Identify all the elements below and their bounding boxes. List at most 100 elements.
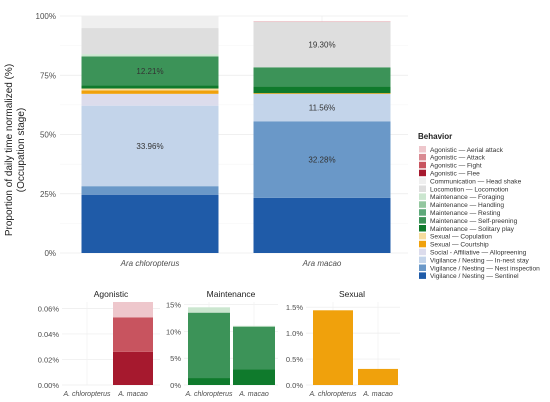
bar-segment-maintenance-foraging: [81, 54, 219, 57]
y-tick-label: 10%: [166, 327, 181, 336]
legend-label: Sexual — Courtship: [430, 242, 489, 249]
legend-label: Locomotion — Locomotion: [430, 186, 509, 193]
data-label: 12.21%: [136, 67, 163, 76]
y-tick-label: 1.5%: [286, 303, 303, 312]
x-tick-label: A. macao: [238, 391, 269, 398]
y-tick-label: 0.0%: [286, 381, 303, 390]
legend-label: Agonistic — Fight: [430, 163, 482, 170]
legend-swatch-vigilance-nesting-in-nest-stay: [419, 256, 426, 264]
legend-swatch-social-affiliative-allopreening: [419, 248, 426, 256]
bar-segment-social-affiliative-allopreening: [81, 93, 219, 106]
x-tick-label: A. chloropterus: [308, 391, 357, 398]
legend-label: Social - Affiliative — Allopreening: [430, 250, 527, 257]
data-label: 11.56%: [309, 104, 336, 113]
legend-swatch-maintenance-resting: [419, 209, 426, 216]
legend-swatch-maintenance-solitary-play: [419, 225, 426, 232]
subchart-title: Sexual: [339, 289, 365, 299]
bar-segment-vigilance-nesting-in-nest-stay: [81, 105, 219, 187]
y-tick-label: 0%: [44, 249, 56, 258]
y-axis-label-line-2: (Occupation stage): [16, 108, 27, 193]
legend-label: Maintenance — Foraging: [430, 194, 504, 201]
bar-segment-sexual-courtship: [313, 310, 353, 385]
bar-segment-sexual-courtship: [253, 93, 391, 94]
y-tick-label: 50%: [40, 131, 56, 140]
bar-segment-maintenance-solitary-play: [188, 378, 230, 385]
x-tick-label: A. chloropterus: [184, 391, 233, 398]
y-tick-label: 0.06%: [38, 304, 60, 313]
bar-segment-maintenance-self-preening: [253, 67, 391, 87]
y-tick-label: 75%: [40, 71, 56, 80]
maintenance-subchart: Maintenance 0% 5% 10% 15% A. chloropterus A. m…: [166, 289, 278, 398]
legend-label: Agonistic — Flee: [430, 171, 480, 178]
bar-segment-maintenance-foraging: [188, 307, 230, 313]
y-tick-label: 100%: [36, 12, 56, 21]
y-tick-label: 1.0%: [286, 329, 303, 338]
data-label: 19.30%: [308, 40, 335, 49]
legend-swatch-communication-head-shake: [419, 177, 426, 185]
y-axis-label-line-1: Proportion of daily time normalized (%): [4, 64, 15, 236]
x-tick-label: A. macao: [362, 391, 393, 398]
legend-label: Vigilance / Nesting — Sentinel: [430, 273, 519, 280]
x-tick-label: Ara macao: [302, 259, 342, 268]
bar-segment-maintenance-solitary-play: [233, 369, 275, 385]
sexual-subchart: Sexual 0.0% 0.5% 1.0% 1.5% A. chloropterus A. …: [286, 289, 400, 398]
subchart-title: Agonistic: [94, 289, 129, 299]
y-tick-label: 0.02%: [38, 355, 60, 364]
agonistic-subchart: Agonistic 0.00% 0.02% 0.04% 0.06% A. chloropt…: [38, 289, 160, 398]
bar-segment-maintenance-solitary-play: [81, 85, 219, 89]
bar-segment-vigilance-nesting-sentinel: [253, 197, 391, 253]
y-tick-label: 0.04%: [38, 330, 60, 339]
bar-segment-vigilance-nesting-in-nest-stay: [253, 93, 391, 122]
legend-label: Maintenance — Handling: [430, 202, 504, 209]
legend-label: Vigilance / Nesting — In-nest stay: [430, 257, 530, 264]
bar-segment-maintenance-foraging: [233, 325, 275, 327]
y-tick-label: 25%: [40, 190, 56, 199]
subchart-title: Maintenance: [207, 289, 256, 299]
y-tick-label: 0%: [170, 381, 181, 390]
x-tick-label: A. macao: [117, 391, 148, 398]
bar-segment-sexual-courtship: [81, 90, 219, 94]
bar-segment-agonistic-aerial-attack: [253, 21, 391, 22]
legend-label: Maintenance — Self-preening: [430, 218, 518, 225]
behavior-legend: Behavior Agonistic — Aerial attackAgonis…: [418, 132, 540, 280]
legend-swatch-agonistic-aerial-attack: [419, 146, 426, 153]
bar-segment-agonistic-flee: [113, 351, 153, 385]
legend-swatch-locomotion-locomotion: [419, 185, 426, 192]
x-tick-label: A. chloropterus: [62, 391, 111, 398]
legend-label: Maintenance — Resting: [430, 210, 501, 217]
legend-swatch-maintenance-self-preening: [419, 217, 426, 224]
bar-segment-communication-head-shake: [81, 16, 219, 29]
legend-label: Agonistic — Aerial attack: [430, 147, 504, 154]
bar-segment-vigilance-nesting-nest-inspection: [81, 186, 219, 195]
legend-swatch-agonistic-flee: [419, 169, 426, 177]
legend-label: Vigilance / Nesting — Nest inspection: [430, 265, 540, 272]
legend-label: Sexual — Copulation: [430, 234, 492, 241]
bar-segment-locomotion-locomotion: [81, 28, 219, 55]
legend-label: Communication — Head shake: [430, 178, 522, 185]
bar-segment-maintenance-solitary-play: [253, 86, 391, 94]
x-tick-label: Ara chloropterus: [120, 259, 180, 268]
bar-segment-locomotion-locomotion: [253, 21, 391, 68]
bar-segment-maintenance-self-preening: [81, 56, 219, 86]
legend-swatch-vigilance-nesting-nest-inspection: [419, 264, 426, 271]
y-tick-label: 15%: [166, 301, 181, 310]
y-tick-label: 0.5%: [286, 355, 303, 364]
data-label: 33.96%: [136, 142, 163, 151]
legend-swatch-maintenance-foraging: [419, 193, 426, 200]
main-stacked-bar-chart: 33.96% 12.21% 32.28% 11.56% 19.30% 0% 25% 50% 7…: [4, 12, 408, 268]
y-tick-label: 5%: [170, 354, 181, 363]
legend-swatch-agonistic-attack: [419, 153, 426, 161]
bar-segment-sexual-copulation: [81, 88, 219, 91]
legend-label: Maintenance — Solitary play: [430, 226, 515, 233]
bar-segment-sexual-courtship: [358, 368, 398, 385]
legend-swatch-agonistic-fight: [419, 161, 426, 169]
legend-swatch-maintenance-handling: [419, 201, 426, 208]
bar-segment-maintenance-self-preening: [188, 312, 230, 379]
y-tick-label: 0.00%: [38, 381, 60, 390]
data-label: 32.28%: [308, 156, 335, 165]
bar-segment-agonistic-fight: [113, 317, 153, 352]
legend-swatch-vigilance-nesting-sentinel: [419, 272, 426, 279]
bar-segment-maintenance-self-preening: [233, 326, 275, 370]
legend-swatch-sexual-courtship: [419, 240, 426, 248]
